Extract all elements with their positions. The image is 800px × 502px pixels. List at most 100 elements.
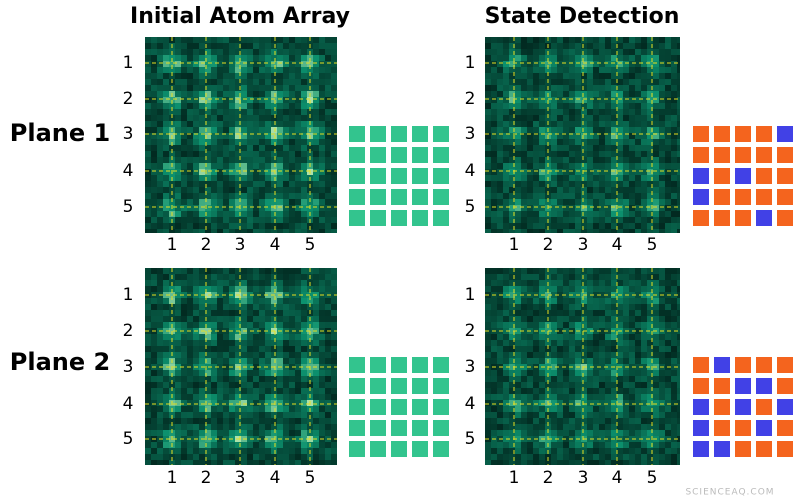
pixel (259, 346, 265, 352)
pixel (193, 412, 199, 418)
initial-site (433, 378, 449, 394)
pixel (295, 169, 301, 175)
pixel (277, 412, 283, 418)
pixel (325, 460, 331, 465)
pixel (671, 316, 677, 322)
pixel (575, 406, 581, 412)
pixel (599, 430, 605, 436)
pixel (509, 280, 515, 286)
pixel (647, 418, 653, 424)
pixel (611, 187, 617, 193)
pixel (325, 139, 331, 145)
pixel (283, 115, 289, 121)
pixel (157, 304, 163, 310)
pixel (647, 79, 653, 85)
pixel (289, 109, 295, 115)
pixel (187, 67, 193, 73)
pixel (677, 49, 680, 55)
pixel (527, 358, 533, 364)
pixel (653, 442, 659, 448)
pixel (593, 175, 599, 181)
pixel (521, 151, 527, 157)
pixel (175, 229, 181, 233)
pixel (497, 406, 503, 412)
pixel (587, 412, 593, 418)
pixel (295, 298, 301, 304)
pixel (575, 175, 581, 181)
pixel (563, 346, 569, 352)
pixel (247, 322, 253, 328)
pixel (325, 340, 331, 346)
pixel (653, 286, 659, 292)
pixel (515, 109, 521, 115)
pixel (241, 169, 247, 175)
pixel (653, 322, 659, 328)
pixel (265, 304, 271, 310)
pixel (677, 61, 680, 67)
pixel (497, 169, 503, 175)
pixel (181, 139, 187, 145)
pixel (223, 376, 229, 382)
pixel (515, 217, 521, 223)
initial-site (433, 441, 449, 457)
state-site (714, 420, 730, 436)
pixel (199, 163, 205, 169)
pixel (145, 169, 151, 175)
pixel (331, 121, 337, 127)
pixel (497, 97, 503, 103)
pixel (557, 292, 563, 298)
pixel (617, 73, 623, 79)
pixel (611, 400, 617, 406)
pixel (295, 229, 301, 233)
pixel (229, 376, 235, 382)
pixel (253, 460, 259, 465)
pixel (301, 79, 307, 85)
pixel (671, 193, 677, 199)
pixel (217, 286, 223, 292)
pixel (641, 382, 647, 388)
pixel (671, 109, 677, 115)
pixel (157, 388, 163, 394)
y-tick-label: 5 (123, 197, 134, 217)
pixel (259, 274, 265, 280)
pixel (671, 211, 677, 217)
pixel (659, 73, 665, 79)
pixel (265, 316, 271, 322)
initial-site (349, 189, 365, 205)
pixel (557, 187, 563, 193)
pixel (629, 394, 635, 400)
pixel (289, 127, 295, 133)
pixel (569, 346, 575, 352)
pixel (325, 91, 331, 97)
pixel (271, 424, 277, 430)
pixel (653, 448, 659, 454)
pixel (641, 187, 647, 193)
pixel (301, 286, 307, 292)
pixel (659, 163, 665, 169)
pixel (283, 448, 289, 454)
pixel (605, 187, 611, 193)
pixel (557, 133, 563, 139)
initial-site (391, 420, 407, 436)
pixel (325, 370, 331, 376)
pixel (217, 205, 223, 211)
pixel (485, 109, 491, 115)
pixel (611, 199, 617, 205)
pixel (539, 460, 545, 465)
pixel (581, 163, 587, 169)
pixel (175, 103, 181, 109)
pixel (533, 115, 539, 121)
pixel (515, 205, 521, 211)
pixel (265, 133, 271, 139)
pixel (319, 145, 325, 151)
pixel (145, 187, 151, 193)
pixel (623, 49, 629, 55)
pixel (665, 442, 671, 448)
pixel (623, 217, 629, 223)
pixel (217, 85, 223, 91)
pixel (175, 328, 181, 334)
pixel (313, 163, 319, 169)
pixel (569, 49, 575, 55)
pixel (217, 223, 223, 229)
pixel (539, 310, 545, 316)
